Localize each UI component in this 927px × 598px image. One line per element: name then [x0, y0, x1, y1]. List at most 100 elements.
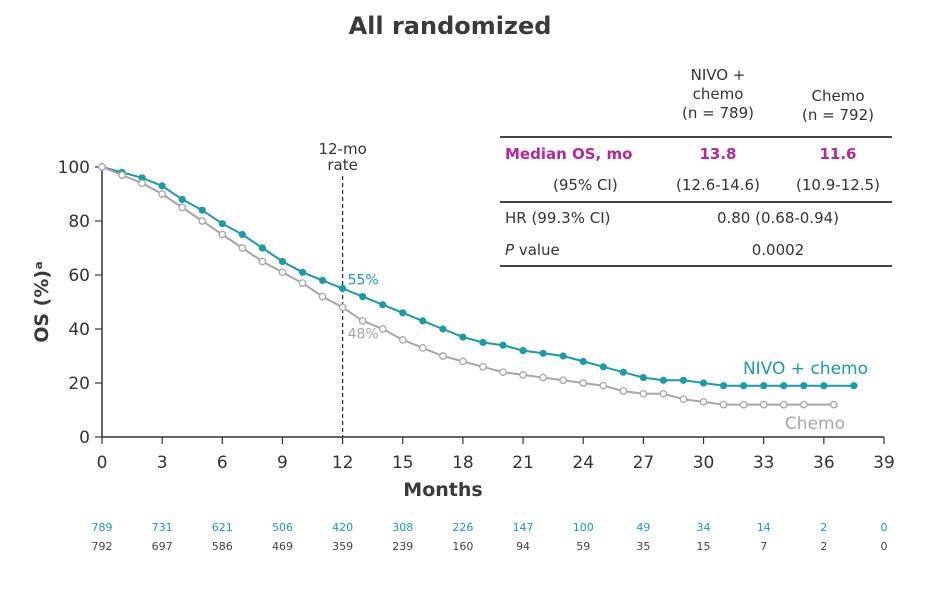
data-point-nivo [419, 317, 427, 325]
data-point-nivo [158, 182, 166, 190]
y-tick-label: 0 [79, 428, 90, 448]
data-point-chemo [639, 389, 648, 398]
x-tick-label: 18 [452, 453, 474, 473]
at-risk-chemo: 697 [152, 540, 173, 553]
data-point-chemo [398, 335, 407, 344]
y-tick-label: 40 [68, 320, 90, 340]
at-risk-nivo: 0 [881, 521, 888, 534]
at-risk-chemo: 586 [212, 540, 233, 553]
at-risk-chemo: 2 [820, 540, 827, 553]
data-point-nivo [539, 349, 547, 357]
at-risk-chemo: 359 [332, 540, 353, 553]
data-point-nivo [278, 257, 287, 266]
reference-line-label: 12-mo [318, 140, 366, 158]
data-point-nivo [599, 363, 607, 371]
data-point-chemo [599, 381, 608, 390]
at-risk-chemo: 469 [272, 540, 293, 553]
data-point-chemo [539, 373, 547, 382]
x-tick-label: 21 [512, 453, 534, 473]
data-point-chemo [759, 400, 768, 409]
data-point-nivo [820, 382, 828, 390]
legend-label-nivo: NIVO + chemo [743, 359, 868, 379]
x-tick-label: 3 [157, 453, 168, 473]
data-point-chemo [579, 379, 588, 387]
data-point-chemo [198, 217, 207, 225]
data-point-chemo [779, 400, 788, 409]
data-point-chemo [158, 190, 167, 198]
data-point-nivo [339, 284, 347, 293]
at-risk-nivo: 506 [272, 521, 293, 534]
row-hr-value: 0.80 (0.68-0.94) [716, 209, 840, 227]
data-point-nivo [238, 230, 246, 239]
data-point-nivo [258, 244, 267, 252]
data-point-nivo [619, 368, 627, 376]
annotation-chemo-12mo: 48% [348, 326, 379, 342]
y-tick-label: 20 [68, 374, 90, 394]
at-risk-nivo: 789 [92, 521, 113, 534]
table-rule-mid [500, 201, 892, 203]
at-risk-chemo: 160 [452, 540, 473, 553]
data-point-nivo [639, 374, 647, 382]
at-risk-nivo: 49 [636, 521, 650, 534]
x-tick-label: 27 [633, 453, 655, 473]
data-point-nivo [218, 220, 226, 228]
data-point-chemo [719, 400, 728, 409]
x-tick-label: 15 [392, 453, 414, 473]
data-point-chemo [499, 368, 507, 377]
at-risk-nivo: 308 [392, 521, 413, 534]
col-nivo-line2: chemo [692, 85, 744, 103]
at-risk-chemo: 94 [516, 540, 530, 553]
at-risk-nivo: 2 [820, 521, 827, 534]
data-point-nivo [659, 376, 668, 384]
data-point-nivo [379, 301, 387, 309]
at-risk-nivo: 14 [757, 521, 771, 534]
x-tick-label: 30 [693, 453, 715, 473]
row-pvalue-italic: P [505, 241, 515, 259]
table-col-header-nivo: NIVO + chemo (n = 789) [668, 66, 768, 123]
data-point-chemo [98, 163, 106, 171]
x-tick-label: 6 [217, 453, 228, 473]
row-ci-nivo: (12.6-14.6) [676, 176, 760, 194]
data-point-nivo [198, 206, 206, 214]
data-point-nivo [519, 347, 527, 355]
x-tick-label: 39 [873, 453, 895, 473]
data-point-chemo [479, 362, 487, 371]
row-median-chemo: 11.6 [819, 145, 857, 163]
at-risk-nivo: 147 [513, 521, 534, 534]
table-col-header-chemo: Chemo (n = 792) [788, 87, 888, 125]
y-tick-label: 100 [58, 158, 90, 178]
row-ci-label: (95% CI) [553, 176, 618, 194]
at-risk-nivo: 34 [697, 521, 711, 534]
data-point-nivo [800, 382, 808, 390]
data-point-chemo [519, 371, 527, 379]
data-point-nivo [479, 338, 487, 347]
data-point-nivo [579, 357, 587, 365]
at-risk-nivo: 226 [452, 521, 473, 534]
chart-title: All randomized [348, 12, 552, 40]
row-ci-chemo: (10.9-12.5) [796, 176, 880, 194]
col-chemo-line1: Chemo [811, 87, 865, 105]
col-nivo-line3: (n = 789) [682, 104, 754, 122]
data-point-chemo [298, 279, 307, 287]
legend-label-chemo: Chemo [785, 414, 845, 434]
data-point-chemo [118, 171, 126, 179]
at-risk-chemo: 35 [636, 540, 650, 553]
at-risk-nivo: 621 [212, 521, 233, 534]
at-risk-chemo: 59 [576, 540, 590, 553]
data-point-nivo [298, 268, 307, 276]
x-tick-label: 36 [813, 453, 835, 473]
at-risk-chemo: 792 [92, 540, 113, 553]
x-tick-label: 0 [97, 453, 108, 473]
at-risk-nivo: 731 [152, 521, 173, 534]
x-tick-label: 24 [572, 453, 594, 473]
data-point-nivo [178, 195, 186, 203]
data-point-nivo [439, 325, 447, 333]
series-line-chemo [101, 166, 834, 406]
annotation-nivo-12mo: 55% [348, 273, 379, 289]
data-point-chemo [799, 400, 808, 409]
data-point-chemo [278, 268, 287, 277]
data-point-chemo [659, 389, 668, 398]
x-axis-label: Months [403, 479, 482, 501]
row-median-nivo: 13.8 [699, 145, 737, 163]
reference-line-label: rate [327, 156, 357, 174]
